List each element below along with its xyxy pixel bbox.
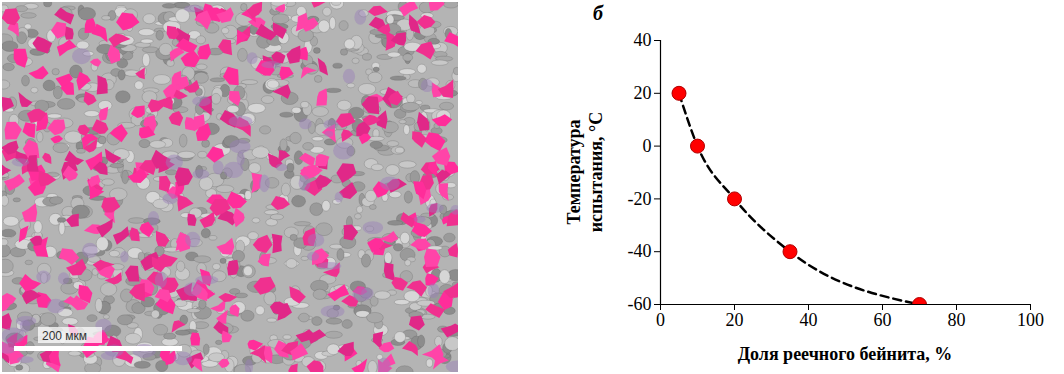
- svg-text:-20: -20: [628, 189, 652, 209]
- svg-text:0: 0: [643, 136, 652, 156]
- svg-text:-60: -60: [628, 294, 652, 314]
- svg-text:20: 20: [634, 83, 652, 103]
- svg-text:200 мкм: 200 мкм: [42, 329, 87, 343]
- svg-text:40: 40: [800, 310, 818, 330]
- svg-text:80: 80: [948, 310, 966, 330]
- svg-text:Доля реечного бейнита, %: Доля реечного бейнита, %: [738, 344, 953, 364]
- svg-text:100: 100: [1017, 310, 1044, 330]
- svg-text:испытания, °C: испытания, °C: [586, 112, 606, 233]
- svg-text:-40: -40: [628, 241, 652, 261]
- svg-text:б: б: [593, 2, 604, 24]
- svg-text:60: 60: [874, 310, 892, 330]
- svg-text:20: 20: [726, 310, 744, 330]
- svg-text:40: 40: [634, 30, 652, 50]
- svg-text:Температура: Температура: [564, 119, 584, 224]
- svg-text:0: 0: [656, 310, 665, 330]
